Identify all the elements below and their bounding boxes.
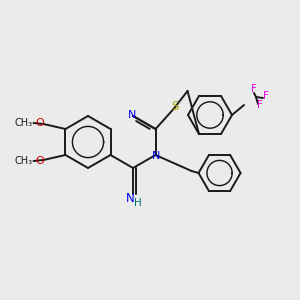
Text: N: N <box>152 151 161 161</box>
Text: CH₃: CH₃ <box>14 118 32 128</box>
Text: S: S <box>171 100 178 113</box>
Text: N: N <box>126 193 134 206</box>
Text: O: O <box>35 118 44 128</box>
Text: N: N <box>128 110 136 120</box>
Text: O: O <box>35 156 44 166</box>
Text: CH₃: CH₃ <box>14 156 32 166</box>
Text: H: H <box>134 198 142 208</box>
Text: F: F <box>251 84 257 94</box>
Text: F: F <box>263 91 269 101</box>
Text: F: F <box>257 100 263 110</box>
